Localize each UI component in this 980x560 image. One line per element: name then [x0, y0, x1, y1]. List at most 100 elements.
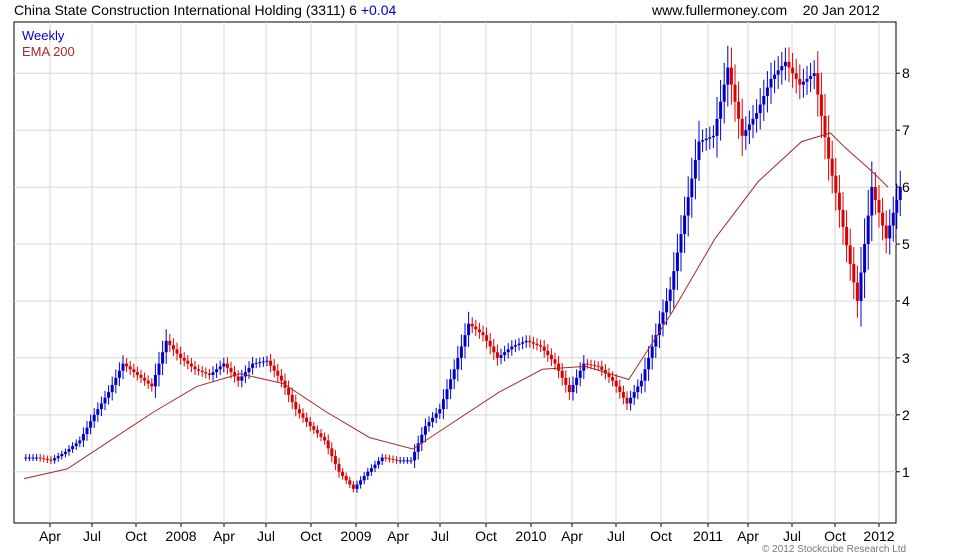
- candle-body: [99, 403, 103, 410]
- candle-body: [117, 370, 121, 378]
- candle-body: [143, 377, 147, 381]
- site-url[interactable]: www.fullermoney.com: [652, 2, 788, 18]
- candle-body: [81, 434, 85, 441]
- candle-body: [845, 226, 849, 246]
- candle-body: [128, 366, 132, 370]
- candle-body: [207, 373, 211, 375]
- candle-body: [179, 353, 183, 358]
- candle-body: [765, 87, 769, 97]
- candle-body: [344, 476, 348, 481]
- candle-body: [704, 138, 708, 141]
- candle-body: [348, 480, 352, 485]
- title-text: China State Construction International H…: [14, 2, 357, 18]
- candle-body: [711, 135, 715, 138]
- candle-body: [758, 104, 762, 114]
- candle-body: [686, 197, 690, 216]
- y-tick-label: 8: [902, 65, 910, 81]
- candle-body: [24, 457, 28, 459]
- candle-body: [402, 460, 406, 462]
- candle-body: [369, 468, 373, 472]
- candle-body: [625, 397, 629, 404]
- candle-body: [215, 369, 219, 373]
- candle-body: [524, 340, 528, 343]
- candle-body: [254, 362, 258, 364]
- candle-body: [247, 367, 251, 373]
- candle-body: [53, 458, 57, 461]
- candle-body: [593, 365, 597, 367]
- candle-body: [643, 369, 647, 381]
- candle-body: [222, 363, 226, 367]
- candle-body: [449, 379, 453, 390]
- x-tick-label: Oct: [824, 528, 846, 544]
- candle-body: [729, 67, 733, 85]
- candle-body: [89, 421, 93, 428]
- candle-body: [377, 461, 381, 465]
- candle-body: [769, 78, 773, 88]
- candle-body: [542, 346, 546, 351]
- candle-body: [405, 460, 409, 462]
- header-right: www.fullermoney.com 20 Jan 2012: [652, 2, 880, 18]
- candle-body: [665, 300, 669, 313]
- candle-body: [848, 245, 852, 264]
- candle-body: [492, 346, 496, 353]
- candle-body: [438, 409, 442, 414]
- candle-body: [132, 369, 136, 373]
- candle-body: [895, 199, 899, 213]
- candles: [24, 45, 902, 493]
- x-tick-label: Oct: [650, 528, 672, 544]
- candle-body: [762, 96, 766, 105]
- candle-body: [783, 61, 787, 67]
- candle-body: [330, 448, 334, 457]
- candle-body: [636, 386, 640, 393]
- x-tick-label: 2009: [340, 528, 371, 544]
- candle-body: [161, 352, 165, 364]
- candle-body: [740, 118, 744, 136]
- candle-body: [517, 343, 521, 346]
- copyright: © 2012 Stockcube Research Ltd: [762, 544, 907, 555]
- candle-body: [45, 458, 49, 460]
- candle-body: [485, 335, 489, 341]
- candle-body: [661, 312, 665, 324]
- candle-body: [589, 364, 593, 366]
- candle-body: [387, 458, 391, 460]
- candle-body: [85, 427, 89, 435]
- candle-body: [794, 73, 798, 79]
- x-tick-label: Apr: [387, 528, 409, 544]
- candle-body: [445, 389, 449, 400]
- candle-body: [567, 384, 571, 393]
- candle-body: [780, 66, 784, 71]
- candle-body: [319, 433, 323, 437]
- candle-body: [539, 345, 543, 347]
- x-tick-label: Apr: [561, 528, 583, 544]
- candle-body: [211, 372, 215, 375]
- candle-body: [621, 392, 625, 398]
- legend-ema: EMA 200: [22, 44, 75, 59]
- y-tick-label: 6: [902, 179, 910, 195]
- candle-body: [258, 362, 262, 364]
- candle-body: [863, 244, 867, 273]
- candle-body: [830, 158, 834, 176]
- candle-body: [459, 346, 463, 358]
- candle-body: [816, 73, 820, 95]
- candle-body: [798, 78, 802, 85]
- candle-body: [186, 360, 190, 364]
- candle-body: [287, 387, 291, 395]
- candle-body: [690, 178, 694, 198]
- candle-body: [898, 187, 902, 200]
- x-tick-label: 2011: [693, 528, 723, 544]
- candle-body: [380, 457, 384, 462]
- candle-body: [413, 451, 417, 461]
- candle-body: [495, 352, 499, 358]
- candle-body: [521, 342, 525, 344]
- candle-body: [71, 446, 75, 449]
- candle-body: [78, 440, 82, 444]
- candle-body: [877, 199, 881, 213]
- x-tick-label: 2010: [515, 528, 546, 544]
- candle-body: [693, 160, 697, 179]
- candle-body: [456, 357, 460, 370]
- candle-body: [63, 451, 67, 454]
- y-tick-label: 1: [902, 464, 910, 480]
- candle-body: [787, 61, 791, 68]
- candle-body: [197, 369, 201, 371]
- candle-body: [657, 323, 661, 336]
